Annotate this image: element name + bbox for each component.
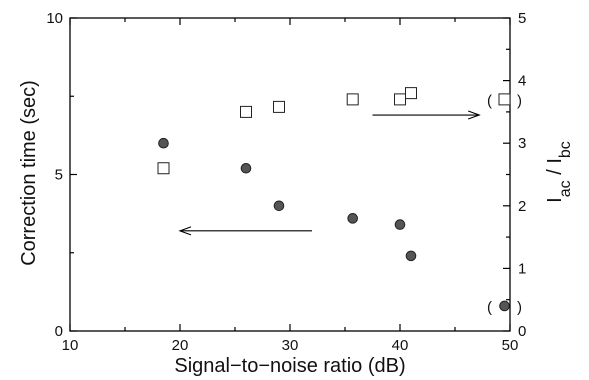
data-markers: () () <box>157 87 522 316</box>
paren-right: ) <box>517 92 522 109</box>
data-point-correction-time <box>273 200 285 212</box>
x-tick-label: 30 <box>282 337 299 354</box>
data-point-current-ratio <box>498 93 511 106</box>
data-point-correction-time <box>394 219 406 230</box>
left-y-tick-label: 0 <box>55 323 63 340</box>
paren-left: ( <box>487 299 492 316</box>
arrow-right <box>372 110 481 120</box>
data-point-correction-time <box>405 250 417 262</box>
arrow-head <box>468 110 481 120</box>
x-axis-title: Signal−to−noise ratio (dB) <box>174 355 405 377</box>
right-y-tick-label: 2 <box>518 198 526 215</box>
arrow-left <box>178 226 312 236</box>
paren-right: ) <box>517 299 522 316</box>
x-tick-label: 50 <box>502 337 519 354</box>
left-y-tick-label: 10 <box>46 10 63 27</box>
data-point-correction-time <box>499 300 510 312</box>
data-point-correction-time <box>158 137 169 149</box>
plot-frame <box>69 17 511 332</box>
data-point-current-ratio <box>273 100 285 113</box>
axis-ticks <box>69 17 511 332</box>
data-point-correction-time <box>347 213 359 224</box>
x-tick-label: 40 <box>392 337 409 354</box>
right-y-tick-label: 0 <box>518 323 526 340</box>
right-y-tick-label: 5 <box>518 10 526 27</box>
right-y-tick-label: 3 <box>518 135 526 152</box>
data-point-correction-time <box>240 162 252 174</box>
left-y-axis-title: Correction time (sec) <box>18 80 40 266</box>
x-tick-label: 10 <box>62 337 79 354</box>
data-point-current-ratio <box>157 162 170 175</box>
left-y-tick-label: 5 <box>55 167 63 184</box>
right-y-axis-title: Iac / Ibc <box>544 141 574 203</box>
arrow-head <box>178 226 192 236</box>
data-point-current-ratio <box>240 105 252 118</box>
svg-text:Iac / Ibc: Iac / Ibc <box>544 141 574 203</box>
x-tick-label: 20 <box>172 337 189 354</box>
data-point-current-ratio <box>405 87 417 100</box>
plot-border <box>69 17 511 332</box>
data-point-current-ratio <box>394 93 406 106</box>
paren-left: ( <box>487 92 492 109</box>
annotation-arrows <box>178 110 481 236</box>
data-point-current-ratio <box>346 93 359 106</box>
right-y-tick-label: 4 <box>518 73 526 90</box>
right-y-tick-label: 1 <box>518 260 526 277</box>
